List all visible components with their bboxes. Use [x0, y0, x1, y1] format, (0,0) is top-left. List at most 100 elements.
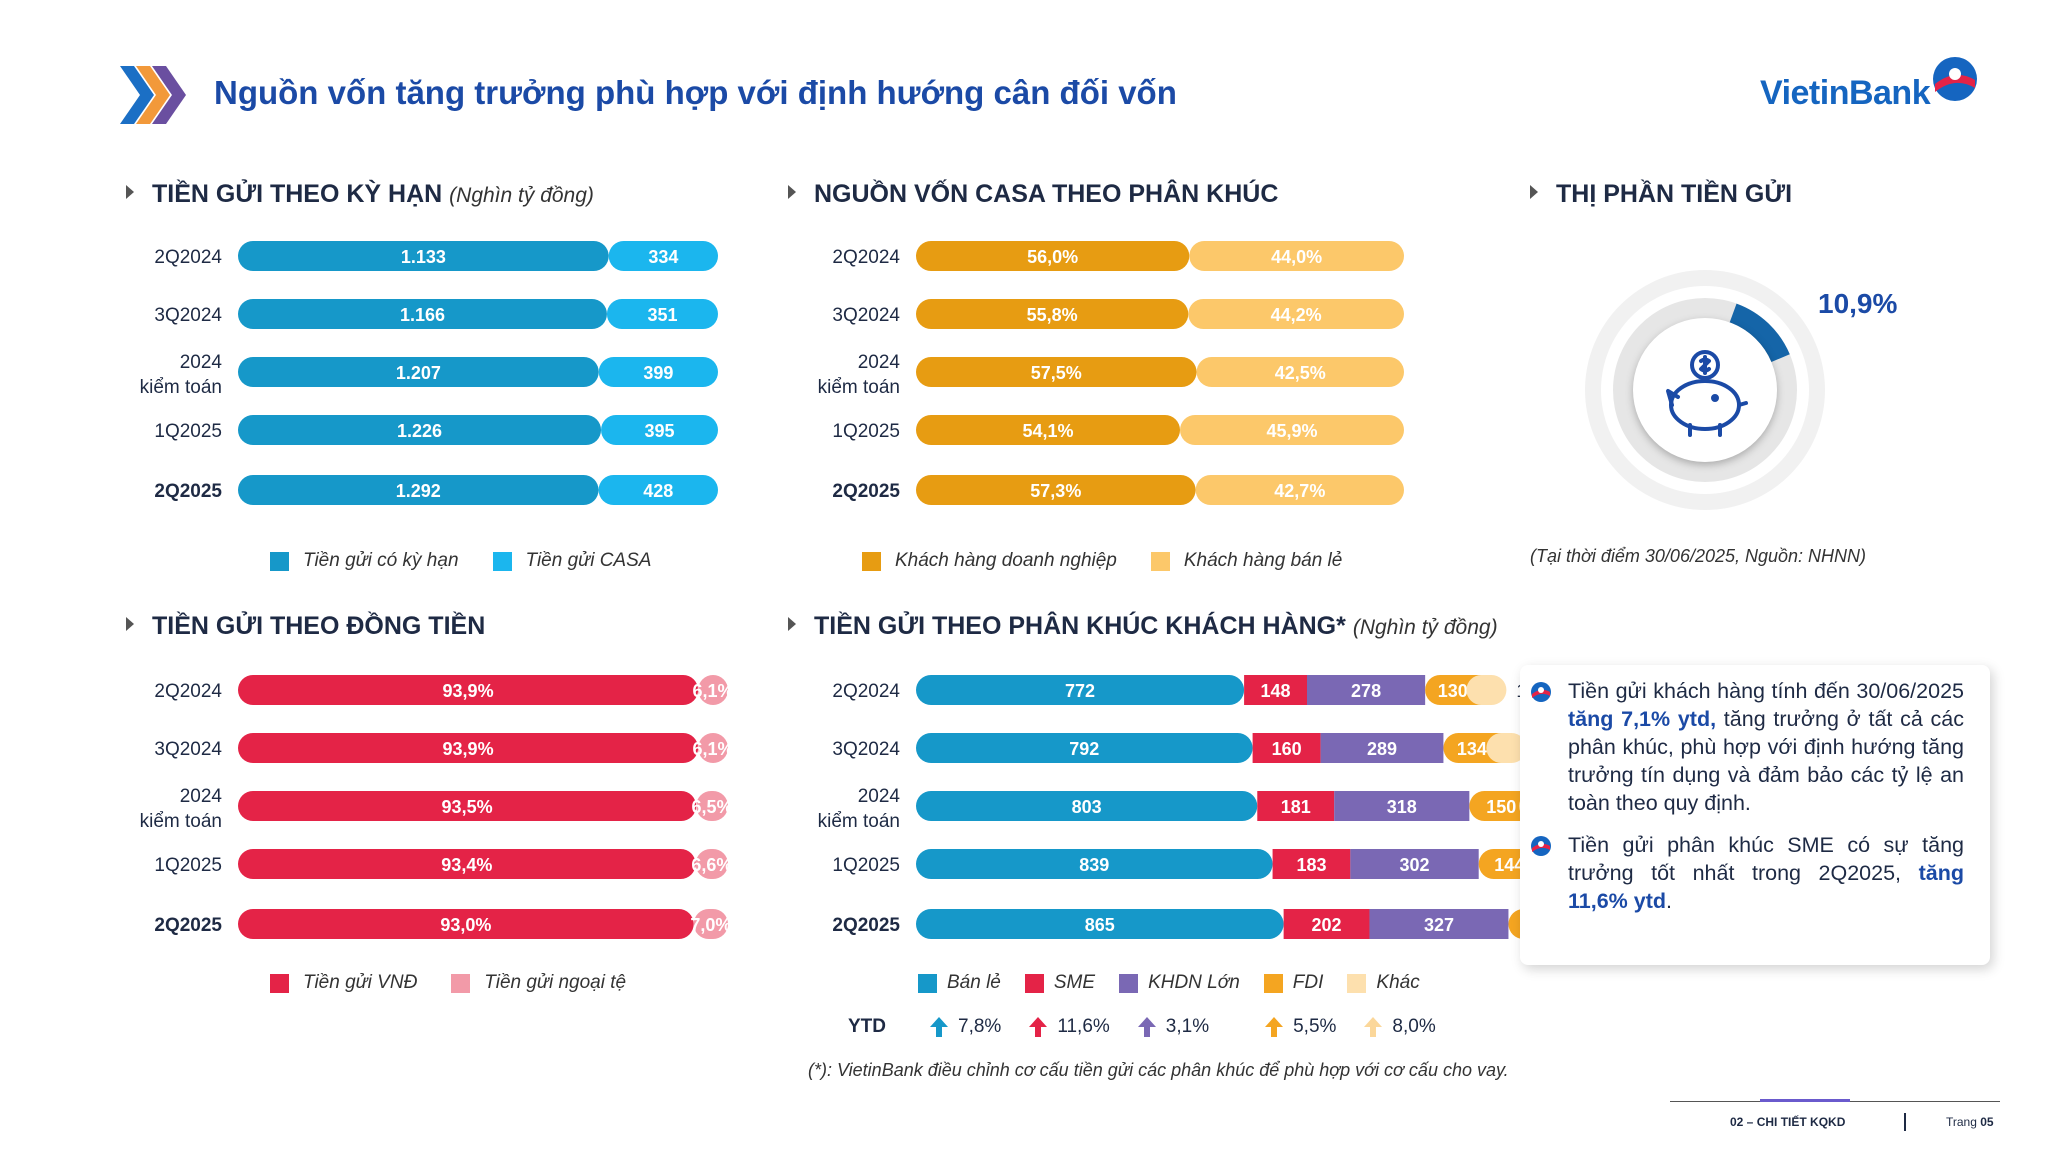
bar-row: 3Q2024 55,8% 44,2% [832, 299, 1404, 329]
bar-segment [598, 357, 718, 387]
bar-segment [1486, 733, 1527, 763]
category-label: 1Q2025 [832, 421, 900, 442]
ytd-value: 3,1% [1165, 1016, 1210, 1037]
category-label: 2024 [858, 352, 901, 373]
segment-value: 803 [1072, 797, 1102, 817]
ytd-row: YTD 7,8% 11,6% 3,1% 5,5% 8,0% [848, 1015, 1462, 1039]
category-label: 1Q2025 [832, 855, 900, 876]
category-label: kiểm toán [818, 377, 900, 398]
segment-value: 865 [1085, 915, 1115, 935]
segment-value: 93,0% [440, 915, 491, 935]
segment-value: 42,5% [1275, 363, 1326, 383]
market-share-arc [1729, 303, 1790, 363]
segment-value: 202 [1312, 915, 1342, 935]
category-label: kiểm toán [140, 811, 222, 832]
legend-swatch [918, 973, 937, 993]
category-label: 1Q2025 [154, 421, 222, 442]
footer-page: Trang 05 [1946, 1115, 1994, 1129]
highlight-item: Tiền gửi khách hàng tính đến 30/06/2025 … [1530, 677, 1964, 817]
category-label: 3Q2024 [832, 305, 900, 326]
bar-segment [1466, 675, 1507, 705]
bar-segment [1272, 849, 1351, 879]
segment-value: 278 [1351, 681, 1381, 701]
category-label: 2Q2024 [832, 247, 900, 268]
segment-value: 57,3% [1030, 481, 1081, 501]
category-label: kiểm toán [818, 811, 900, 832]
bar-row: 2Q2024 56,0% 44,0% [832, 241, 1404, 271]
bar-segment [238, 415, 602, 445]
highlight-text: Tiền gửi phân khúc SME có sự tăng trưởng… [1568, 833, 1964, 913]
segment-value: 289 [1367, 739, 1397, 759]
category-label: 3Q2024 [154, 305, 222, 326]
bullet-icon [1531, 682, 1551, 702]
bar-row: 2Q2024 93,9% 6,1% [154, 675, 734, 705]
segment-value: 318 [1387, 797, 1417, 817]
segment-value: 130 [1438, 681, 1468, 701]
segment-value: 428 [643, 481, 673, 501]
segment-value: 1.292 [396, 481, 441, 501]
highlight-item: Tiền gửi phân khúc SME có sự tăng trưởng… [1530, 831, 1964, 915]
bar-segment [1195, 475, 1404, 505]
bar-segment [238, 909, 694, 939]
bar-segment [1334, 791, 1470, 821]
brand-chevron-icon [120, 66, 186, 124]
category-label: 2Q2025 [832, 915, 900, 936]
segment-value: 44,2% [1271, 305, 1322, 325]
category-label: 2024 [180, 786, 223, 807]
segment-value: 6,5% [692, 797, 733, 817]
bar-segment [1307, 675, 1426, 705]
highlights-box: Tiền gửi khách hàng tính đến 30/06/2025 … [1520, 665, 1990, 965]
ytd-value: 7,8% [958, 1016, 1002, 1037]
bar-segment [698, 675, 728, 705]
bar-segment [916, 357, 1197, 387]
legend-swatch [270, 551, 289, 571]
segment-value: 6,1% [693, 739, 734, 759]
category-label: 2Q2025 [154, 481, 222, 502]
footnote: (*): VietinBank điều chỉnh cơ cấu tiền g… [808, 1060, 1509, 1080]
segment-value: 6,1% [693, 681, 734, 701]
segment-value: 351 [647, 305, 677, 325]
legend-swatch [1347, 973, 1367, 993]
bar-segment [1257, 791, 1335, 821]
segment-value: 395 [644, 421, 674, 441]
highlight-text: Tiền gửi khách hàng tính đến 30/06/2025 … [1568, 679, 1964, 815]
category-label: 3Q2024 [832, 739, 900, 760]
up-arrow-icon [1265, 1017, 1284, 1037]
bar-segment [916, 675, 1245, 705]
legend-casa: Khách hàng doanh nghiệp Khách hàng bán l… [862, 550, 1342, 572]
bullet-icon [1531, 836, 1551, 856]
section-title-term: TIỀN GỬI THEO KỲ HẠN (Nghìn tỷ đồng) [126, 180, 594, 209]
bar-segment [916, 475, 1196, 505]
segment-value: 1.133 [401, 247, 446, 267]
legend-swatch [1119, 973, 1139, 993]
bar-segment [1180, 415, 1404, 445]
bar-segment [1320, 733, 1444, 763]
ytd-value: 11,6% [1057, 1016, 1110, 1037]
bar-segment [693, 909, 728, 939]
segment-value: 54,1% [1022, 421, 1073, 441]
brand-globe-icon [1933, 57, 1977, 101]
segment-value: 6,6% [691, 855, 732, 875]
legend-currency: Tiền gửi VNĐ Tiền gửi ngoại tệ [270, 972, 626, 994]
piggy-bank-icon [1666, 350, 1748, 437]
segment-value: 93,9% [443, 681, 494, 701]
market-share-note: (Tại thời điểm 30/06/2025, Nguồn: NHNN) [1530, 546, 1867, 566]
bar-segment [238, 791, 697, 821]
segment-value: 44,0% [1271, 247, 1322, 267]
market-share-value: 10,9% [1818, 288, 1898, 319]
segment-value: 839 [1079, 855, 1109, 875]
bar-segment [598, 475, 718, 505]
segment-value: 792 [1069, 739, 1099, 759]
bar-segment [606, 299, 718, 329]
bar-segment [1369, 909, 1509, 939]
category-label: 2Q2025 [832, 481, 900, 502]
section-title-share: THỊ PHẦN TIỀN GỬI [1530, 180, 1792, 209]
footer-section: 02 – CHI TIẾT KQKD [1730, 1115, 1846, 1129]
segment-value: 57,5% [1031, 363, 1082, 383]
bar-row: 2024 kiểm toán 93,5% 6,5% [140, 786, 733, 832]
category-label: 2Q2024 [154, 247, 222, 268]
currency-deposit-chart: 2Q2024 93,9% 6,1% 3Q2024 93,9% 6,1% 2024 kiểm t… [140, 675, 734, 939]
up-arrow-icon [930, 1017, 948, 1037]
footer-separator [1904, 1113, 1906, 1131]
